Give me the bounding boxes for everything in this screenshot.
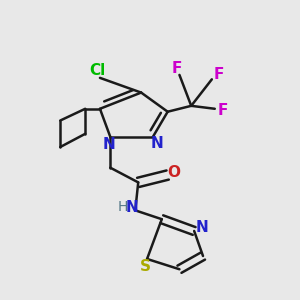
Text: N: N xyxy=(195,220,208,235)
Text: N: N xyxy=(102,137,115,152)
Text: H: H xyxy=(118,200,128,214)
Text: Cl: Cl xyxy=(89,63,105,78)
Text: S: S xyxy=(140,259,151,274)
Text: N: N xyxy=(151,136,164,151)
Text: O: O xyxy=(168,165,181,180)
Text: F: F xyxy=(218,103,228,118)
Text: N: N xyxy=(125,200,138,215)
Text: F: F xyxy=(171,61,182,76)
Text: F: F xyxy=(214,67,224,82)
